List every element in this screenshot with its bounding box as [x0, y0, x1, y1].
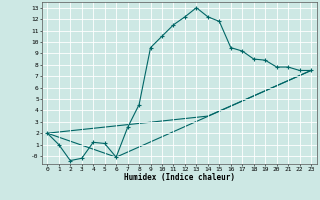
- X-axis label: Humidex (Indice chaleur): Humidex (Indice chaleur): [124, 173, 235, 182]
